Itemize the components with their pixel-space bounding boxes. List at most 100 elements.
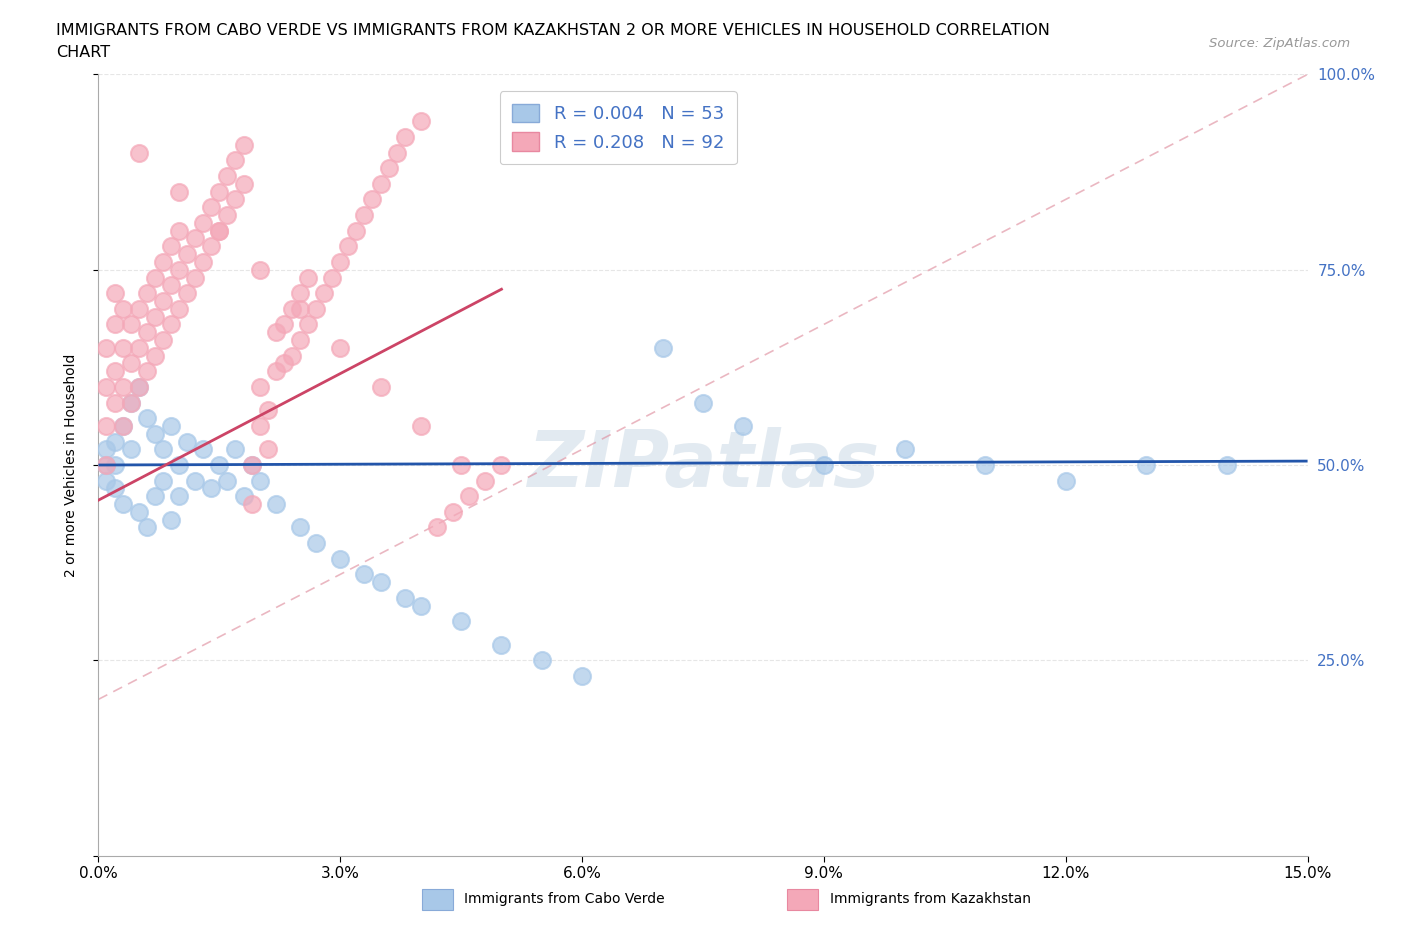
- Point: [160, 278, 183, 293]
- Point: [96, 458, 118, 472]
- Point: [193, 216, 215, 231]
- Point: [249, 473, 271, 488]
- Point: [329, 255, 352, 270]
- Point: [135, 411, 157, 426]
- Point: [651, 340, 673, 355]
- Point: [128, 379, 150, 394]
- Point: [530, 653, 553, 668]
- Point: [217, 473, 239, 488]
- Point: [103, 458, 125, 472]
- Point: [353, 567, 375, 582]
- Point: [232, 177, 254, 192]
- Point: [111, 340, 134, 355]
- Point: [111, 418, 134, 433]
- Point: [441, 504, 464, 519]
- Point: [96, 458, 118, 472]
- Point: [143, 270, 166, 285]
- Point: [176, 286, 198, 300]
- Point: [305, 301, 328, 316]
- Point: [377, 161, 399, 176]
- Point: [152, 333, 174, 348]
- Point: [96, 442, 118, 457]
- Point: [152, 255, 174, 270]
- Point: [96, 418, 118, 433]
- Point: [135, 364, 157, 379]
- Point: [96, 473, 118, 488]
- Point: [120, 395, 142, 410]
- Point: [111, 379, 134, 394]
- Point: [103, 286, 125, 300]
- Point: [370, 379, 392, 394]
- Point: [370, 177, 392, 192]
- Point: [120, 356, 142, 371]
- Point: [264, 497, 287, 512]
- Point: [128, 301, 150, 316]
- Point: [208, 223, 231, 238]
- Point: [491, 637, 513, 652]
- Point: [240, 497, 263, 512]
- Point: [273, 317, 295, 332]
- Point: [120, 442, 142, 457]
- Point: [571, 669, 593, 684]
- Point: [167, 223, 190, 238]
- Point: [208, 458, 231, 472]
- Point: [152, 294, 174, 309]
- Point: [249, 418, 271, 433]
- Point: [128, 340, 150, 355]
- Point: [224, 153, 246, 167]
- Point: [256, 442, 278, 457]
- Point: [288, 520, 311, 535]
- Point: [167, 184, 190, 199]
- Point: [128, 504, 150, 519]
- Point: [297, 317, 319, 332]
- Point: [167, 301, 190, 316]
- Point: [249, 262, 271, 277]
- Point: [450, 614, 472, 629]
- Point: [409, 113, 432, 128]
- Point: [305, 536, 328, 551]
- Text: ZIPatlas: ZIPatlas: [527, 427, 879, 503]
- Point: [111, 301, 134, 316]
- Y-axis label: 2 or more Vehicles in Household: 2 or more Vehicles in Household: [63, 353, 77, 577]
- Point: [281, 301, 304, 316]
- Point: [167, 458, 190, 472]
- Point: [103, 481, 125, 496]
- Text: Immigrants from Kazakhstan: Immigrants from Kazakhstan: [830, 892, 1031, 907]
- Text: Immigrants from Cabo Verde: Immigrants from Cabo Verde: [464, 892, 665, 907]
- Point: [120, 317, 142, 332]
- Point: [321, 270, 343, 285]
- Point: [143, 489, 166, 504]
- Point: [329, 340, 352, 355]
- Point: [200, 200, 222, 215]
- Point: [152, 442, 174, 457]
- Point: [193, 442, 215, 457]
- Point: [193, 255, 215, 270]
- Point: [143, 309, 166, 324]
- Point: [160, 317, 183, 332]
- Point: [232, 138, 254, 153]
- Point: [692, 395, 714, 410]
- Point: [273, 356, 295, 371]
- Point: [120, 395, 142, 410]
- Point: [111, 497, 134, 512]
- Point: [128, 145, 150, 160]
- Point: [96, 379, 118, 394]
- Text: IMMIGRANTS FROM CABO VERDE VS IMMIGRANTS FROM KAZAKHSTAN 2 OR MORE VEHICLES IN H: IMMIGRANTS FROM CABO VERDE VS IMMIGRANTS…: [56, 23, 1050, 38]
- Point: [135, 520, 157, 535]
- Point: [167, 262, 190, 277]
- Point: [344, 223, 367, 238]
- Point: [200, 239, 222, 254]
- Point: [288, 286, 311, 300]
- Point: [733, 418, 755, 433]
- Point: [176, 434, 198, 449]
- Point: [232, 489, 254, 504]
- Point: [337, 239, 360, 254]
- Point: [458, 489, 481, 504]
- Text: CHART: CHART: [56, 45, 110, 60]
- Point: [361, 192, 384, 206]
- Point: [167, 489, 190, 504]
- Point: [135, 325, 157, 339]
- Point: [103, 395, 125, 410]
- Point: [813, 458, 835, 472]
- Point: [184, 270, 207, 285]
